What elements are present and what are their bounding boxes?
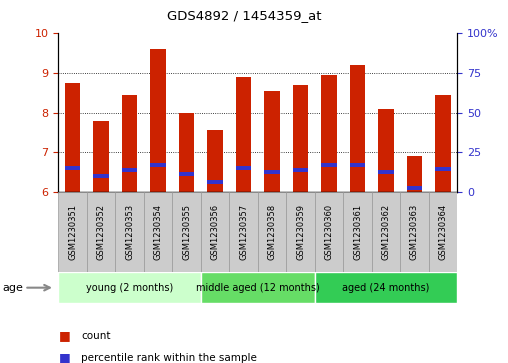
Bar [315, 272, 457, 303]
Text: GSM1230353: GSM1230353 [125, 204, 134, 260]
Bar [201, 272, 315, 303]
Bar [65, 82, 80, 192]
Bar [321, 75, 337, 192]
Bar [287, 192, 315, 272]
Bar [122, 168, 138, 172]
Bar [150, 49, 166, 192]
Bar [372, 192, 400, 272]
Text: GSM1230364: GSM1230364 [438, 204, 448, 260]
Text: count: count [81, 331, 111, 341]
Text: ■: ■ [58, 329, 70, 342]
Bar [58, 272, 201, 303]
Bar [350, 65, 365, 192]
Bar [378, 171, 394, 175]
Bar [65, 166, 80, 171]
Text: aged (24 months): aged (24 months) [342, 283, 430, 293]
Bar [406, 185, 422, 189]
Bar [172, 192, 201, 272]
Bar [435, 167, 451, 171]
Bar [58, 192, 87, 272]
Bar [435, 95, 451, 192]
Bar [122, 95, 138, 192]
Bar [429, 192, 457, 272]
Text: GSM1230363: GSM1230363 [410, 204, 419, 260]
Bar [315, 192, 343, 272]
Bar [406, 156, 422, 192]
Text: GSM1230352: GSM1230352 [97, 204, 106, 260]
Text: ■: ■ [58, 351, 70, 363]
Bar [258, 192, 287, 272]
Text: GSM1230357: GSM1230357 [239, 204, 248, 260]
Bar [236, 77, 251, 192]
Bar [321, 163, 337, 167]
Bar [201, 192, 229, 272]
Bar [115, 192, 144, 272]
Bar [293, 85, 308, 192]
Bar [150, 163, 166, 167]
Bar [229, 192, 258, 272]
Bar [93, 174, 109, 178]
Text: GSM1230361: GSM1230361 [353, 204, 362, 260]
Text: age: age [3, 283, 23, 293]
Bar [207, 180, 223, 184]
Text: GSM1230360: GSM1230360 [325, 204, 334, 260]
Bar [144, 192, 172, 272]
Text: percentile rank within the sample: percentile rank within the sample [81, 352, 257, 363]
Bar [179, 113, 195, 192]
Bar [207, 131, 223, 192]
Bar [264, 90, 280, 192]
Text: GSM1230358: GSM1230358 [268, 204, 276, 260]
Bar [400, 192, 429, 272]
Text: GSM1230359: GSM1230359 [296, 204, 305, 260]
Bar [343, 192, 372, 272]
Text: young (2 months): young (2 months) [86, 283, 173, 293]
Text: middle aged (12 months): middle aged (12 months) [196, 283, 320, 293]
Text: GSM1230356: GSM1230356 [211, 204, 219, 260]
Bar [179, 172, 195, 176]
Text: GDS4892 / 1454359_at: GDS4892 / 1454359_at [167, 9, 321, 22]
Text: GSM1230351: GSM1230351 [68, 204, 77, 260]
Text: GSM1230362: GSM1230362 [382, 204, 391, 260]
Bar [350, 163, 365, 167]
Bar [87, 192, 115, 272]
Bar [293, 168, 308, 172]
Bar [93, 121, 109, 192]
Bar [236, 166, 251, 170]
Bar [378, 109, 394, 192]
Bar [264, 170, 280, 174]
Text: GSM1230354: GSM1230354 [153, 204, 163, 260]
Text: GSM1230355: GSM1230355 [182, 204, 191, 260]
